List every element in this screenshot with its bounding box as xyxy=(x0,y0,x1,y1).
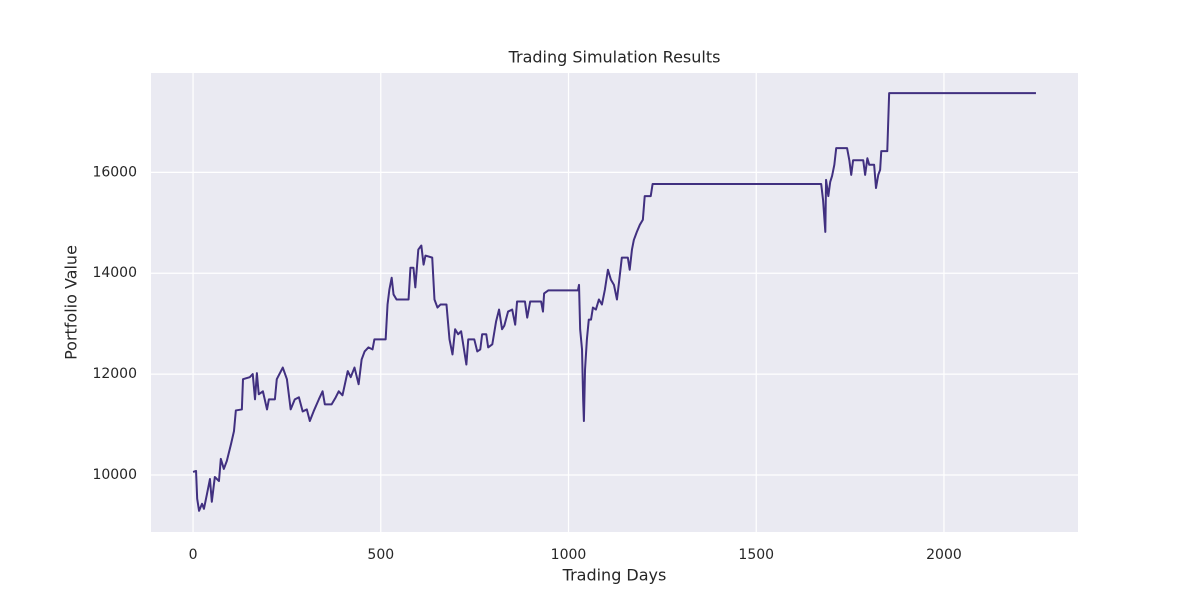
y-tick-label: 14000 xyxy=(92,265,137,281)
x-tick-label: 0 xyxy=(189,547,198,563)
x-tick-label: 1000 xyxy=(551,547,587,563)
grid xyxy=(151,73,1078,532)
x-tick-label: 500 xyxy=(367,547,394,563)
x-axis-label: Trading Days xyxy=(562,566,667,585)
x-tick-label: 1500 xyxy=(738,547,774,563)
y-axis-label: Portfolio Value xyxy=(62,245,81,360)
y-tick-label: 12000 xyxy=(92,366,137,382)
y-tick-label: 10000 xyxy=(92,467,137,483)
y-tick-label: 16000 xyxy=(92,164,137,180)
plot-area xyxy=(151,73,1078,532)
data-line xyxy=(192,92,1036,512)
x-tick-label: 2000 xyxy=(926,547,962,563)
chart-title: Trading Simulation Results xyxy=(508,48,721,67)
